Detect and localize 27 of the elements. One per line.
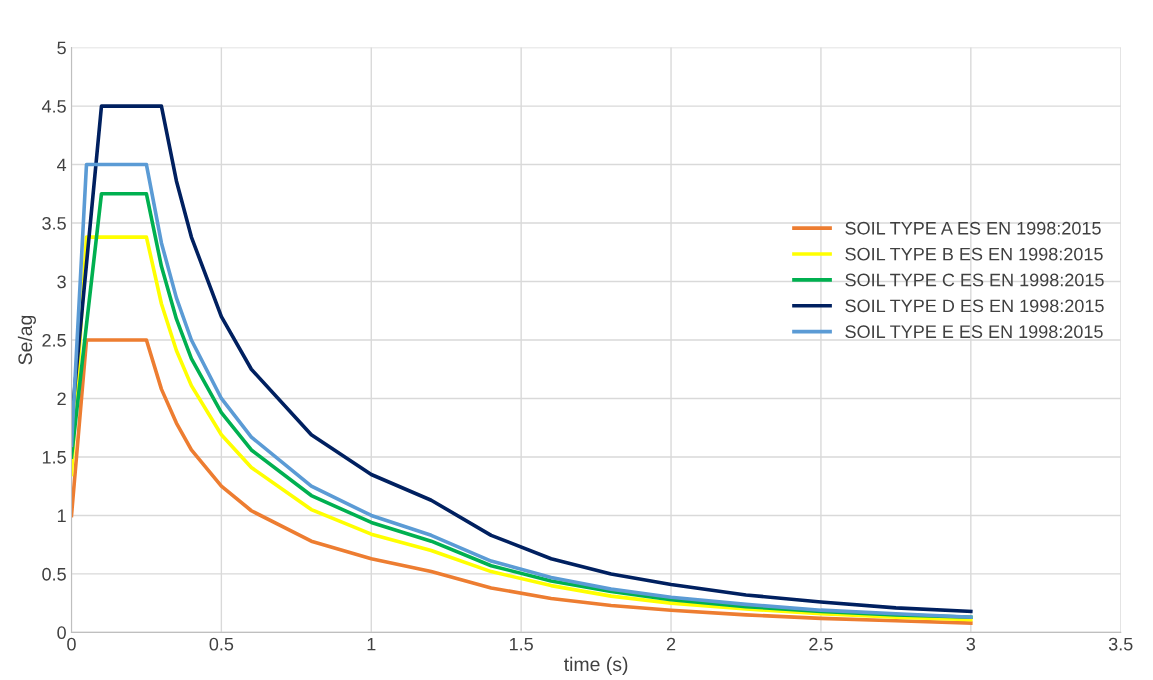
y-tick-label: 1.5	[42, 451, 66, 464]
x-tick-label: 2	[666, 637, 676, 651]
y-tick-label: 2.5	[42, 333, 66, 347]
y-tick-label: 3.5	[42, 216, 66, 230]
y-tick-label: 4	[57, 158, 67, 172]
y-tick-label: 1	[57, 509, 66, 522]
x-tick-label: 2.5	[809, 637, 833, 651]
y-tick-label: 4.5	[41, 100, 66, 113]
legend-label: SOIL TYPE A ES EN 1998:2015	[845, 221, 1101, 235]
y-tick-label: 3	[57, 275, 66, 289]
x-axis-title: time (s)	[563, 656, 628, 675]
x-tick-label: 1.5	[509, 637, 533, 651]
x-tick-label: 1	[367, 637, 376, 651]
x-tick-label: 3.5	[1108, 637, 1133, 651]
y-tick-label: 5	[57, 41, 66, 55]
y-tick-label: 0	[57, 626, 66, 640]
x-tick-label: 3	[966, 637, 976, 651]
y-axis-title: Se/ag	[17, 315, 36, 365]
legend-label: SOIL TYPE E ES EN 1998:2015	[845, 325, 1103, 339]
y-tick-label: 2	[57, 392, 66, 406]
x-tick-label: 0.5	[209, 637, 234, 651]
legend-label: SOIL TYPE C ES EN 1998:2015	[845, 273, 1104, 287]
legend-label: SOIL TYPE D ES EN 1998:2015	[845, 299, 1104, 313]
x-tick-label: 0	[67, 637, 76, 651]
legend-label: SOIL TYPE B ES EN 1998:2015	[845, 247, 1103, 261]
y-tick-label: 0.5	[42, 567, 66, 581]
line-series	[71, 338, 973, 625]
